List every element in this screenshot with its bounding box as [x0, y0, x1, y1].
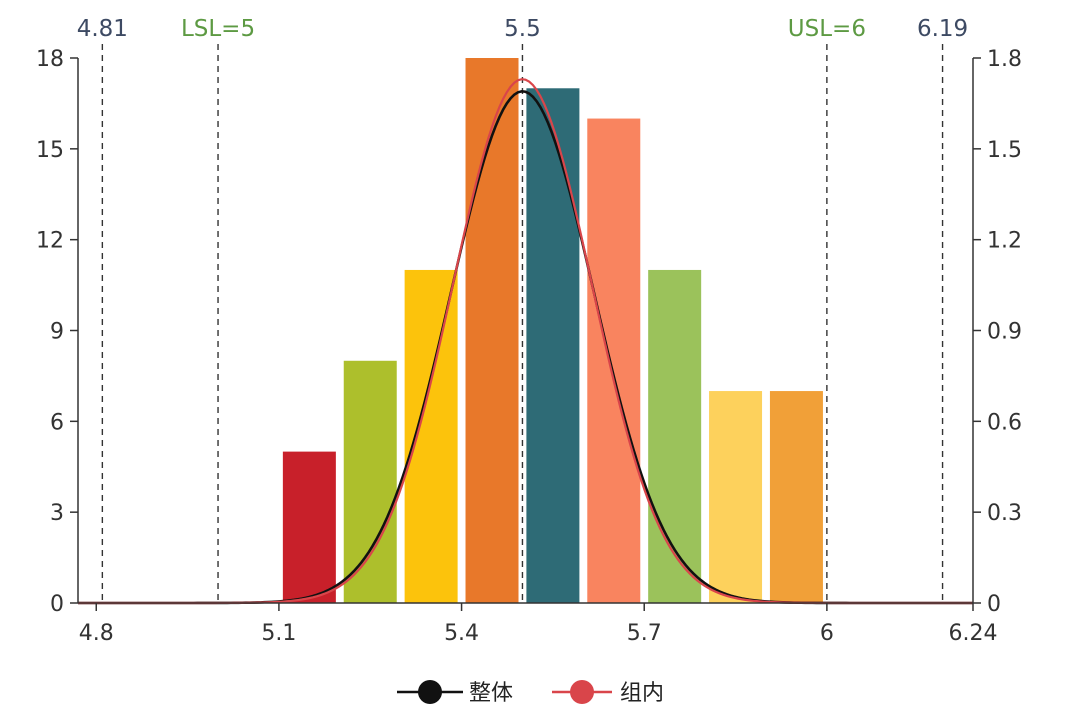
y-right-tick-label: 1.2 [987, 229, 1022, 254]
reference-line-label: LSL=5 [181, 16, 255, 42]
y-right-tick-label: 0 [987, 592, 1001, 617]
y-right-tick-label: 0.9 [987, 320, 1022, 345]
y-right-tick-label: 1.8 [987, 47, 1022, 72]
histogram-bar [465, 58, 519, 603]
x-tick-label: 5.1 [261, 621, 296, 646]
y-right-tick-label: 0.6 [987, 410, 1022, 435]
x-tick-label: 6 [820, 621, 834, 646]
x-tick-label: 4.8 [79, 621, 114, 646]
histogram-bar [769, 391, 823, 603]
legend: 整体 组内 [397, 680, 664, 706]
reference-line-label: 6.19 [917, 16, 968, 42]
y-left-tick-label: 12 [36, 229, 64, 254]
y-left-tick-label: 18 [36, 47, 64, 72]
distribution-curves [78, 78, 973, 605]
axes: 0 3 6 9 12 15 18 0 0.3 0.6 0.9 1.2 1.5 1.8 4.8 5.1 5.4 5.… [36, 47, 1022, 646]
legend-marker [418, 680, 442, 704]
histogram-bar [282, 451, 336, 603]
y-left-tick-label: 15 [36, 138, 64, 163]
histogram-bar [404, 269, 458, 603]
reference-line-label: 4.81 [77, 16, 128, 42]
legend-label: 整体 [469, 681, 513, 706]
y-left-tick-label: 3 [50, 501, 64, 526]
histogram-bars [282, 58, 823, 604]
y-left-tick-label: 6 [50, 410, 64, 435]
y-right-tick-label: 0.3 [987, 501, 1022, 526]
y-left-tick-label: 9 [50, 320, 64, 345]
reference-line-label: 5.5 [504, 16, 541, 42]
x-tick-label: 5.7 [627, 621, 662, 646]
histogram-bar [587, 118, 641, 604]
histogram-bar [343, 360, 397, 603]
distribution-curve [78, 78, 973, 605]
x-tick-label: 5.4 [444, 621, 479, 646]
reference-lines: 4.81 LSL=5 5.5 USL=6 6.19 [77, 16, 968, 603]
x-tick-label: 6.24 [949, 621, 998, 646]
legend-label: 组内 [620, 681, 664, 706]
histogram-bar [526, 88, 580, 604]
y-right-tick-label: 1.5 [987, 138, 1022, 163]
reference-line-label: USL=6 [788, 16, 866, 42]
y-left-tick-label: 0 [50, 592, 64, 617]
histogram-bar [709, 391, 763, 603]
legend-marker [570, 680, 594, 704]
distribution-curve [78, 90, 973, 605]
